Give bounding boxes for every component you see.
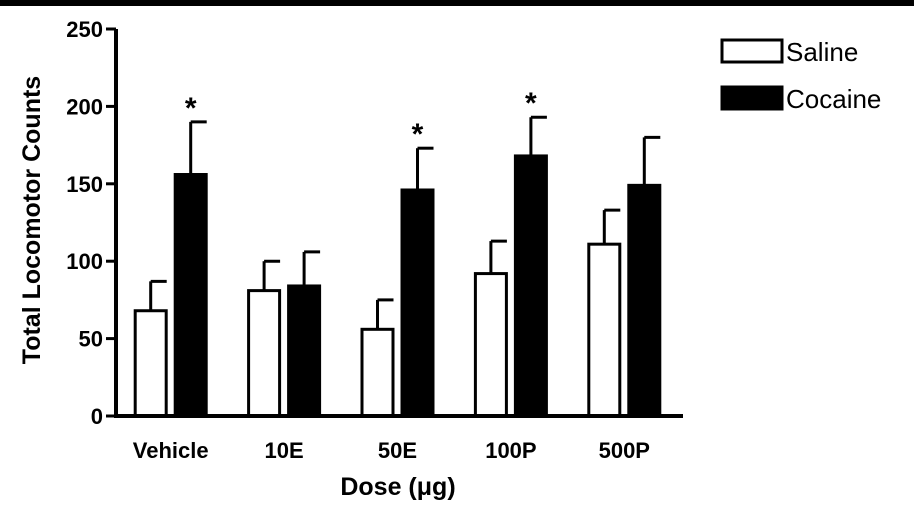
bar-cocaine-vehicle (173, 173, 208, 418)
y-axis-title: Total Locomotor Counts (18, 76, 46, 364)
bar-cocaine-10e (287, 284, 322, 418)
y-tick-label: 200 (66, 94, 103, 119)
legend-label-cocaine: Cocaine (786, 84, 881, 114)
legend-swatch-cocaine (720, 85, 784, 111)
legend-label-saline: Saline (786, 37, 858, 67)
axes (114, 29, 683, 418)
legend: Saline Cocaine (720, 37, 881, 114)
bar-saline-vehicle (133, 309, 168, 418)
x-tick-label-50e: 50E (378, 438, 417, 463)
bar-cocaine-500p (627, 183, 662, 418)
x-tick-label-vehicle: Vehicle (133, 438, 209, 463)
x-tick-label-500p: 500P (599, 438, 650, 463)
significance-star-100p: * (525, 87, 537, 120)
significance-star-vehicle: * (185, 92, 197, 125)
y-axis-ticks: 0 50 100 150 200 250 (66, 17, 116, 429)
bar-saline-50e (360, 327, 395, 418)
y-tick-label: 0 (91, 404, 103, 429)
y-tick-label: 150 (66, 172, 103, 197)
x-tick-label-100p: 100P (485, 438, 536, 463)
x-tick-label-10e: 10E (265, 438, 304, 463)
y-tick-label: 100 (66, 249, 103, 274)
bar-saline-100p (473, 272, 508, 418)
x-axis-title: Dose (μg) (340, 473, 455, 501)
bar-cocaine-50e (400, 188, 435, 418)
bar-marks: * * * (133, 87, 662, 418)
bar-saline-500p (587, 242, 622, 418)
top-border-bar (0, 0, 914, 6)
significance-star-50e: * (412, 118, 424, 151)
legend-swatch-saline (720, 38, 784, 64)
y-tick-label: 50 (79, 327, 103, 352)
y-tick-label: 250 (66, 17, 103, 42)
x-axis-ticks: Vehicle 10E 50E 100P 500P (133, 438, 650, 463)
bar-cocaine-100p (513, 154, 548, 418)
bar-saline-10e (247, 289, 282, 418)
